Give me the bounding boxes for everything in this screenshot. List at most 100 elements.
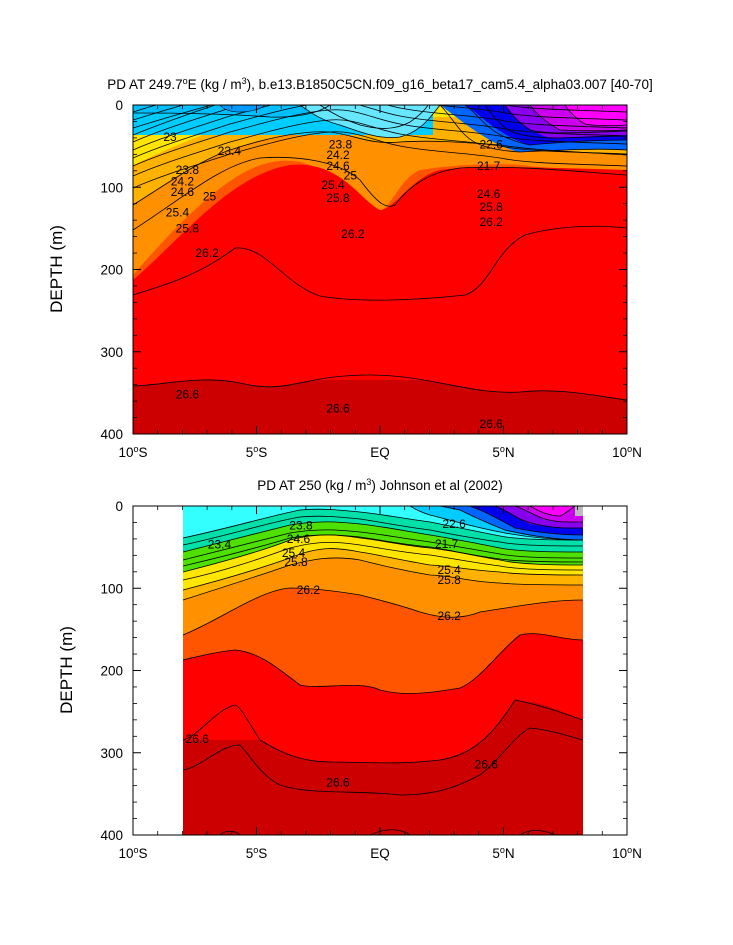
contour-label: 25.4	[437, 563, 461, 577]
contour-line	[529, 506, 576, 517]
x-tick-labels-observed: 10oS 5oS EQ 5oN 10oN	[118, 845, 641, 861]
y-tick-label: 200	[100, 664, 123, 679]
contour-line	[182, 699, 584, 764]
contour-line	[409, 506, 584, 541]
contour-line	[133, 105, 627, 151]
x-tick-label: 5oS	[246, 444, 268, 460]
contour-label: 25.4	[282, 546, 306, 560]
x-tick-label: EQ	[370, 445, 390, 460]
band-red-mid	[133, 164, 627, 300]
contour-line	[133, 105, 331, 118]
contour-line	[133, 105, 627, 136]
contour-line	[182, 529, 584, 561]
contour-label: 23.4	[208, 538, 232, 552]
contour-line	[504, 105, 627, 134]
plot-area-observed	[182, 506, 584, 835]
contour-label: 22.6	[442, 517, 466, 531]
contour-line	[133, 156, 627, 231]
contour-label: 25.8	[437, 573, 461, 587]
band-grey	[575, 506, 583, 516]
ticks-model	[132, 104, 628, 435]
band-cyan	[133, 31, 627, 105]
contour-label: 25	[203, 189, 217, 203]
panel-model: PD AT 249.7oE (kg / m3), b.e13.B1850C5CN…	[47, 31, 653, 460]
plot-area-model	[133, 31, 627, 434]
contour-label: 24.6	[171, 185, 195, 199]
contour-line	[494, 506, 583, 529]
y-tick-labels-observed: 0 100 200 300 400	[100, 499, 123, 843]
contour-label: 26.6	[186, 732, 210, 746]
y-tick-label: 0	[115, 499, 123, 514]
contour-label: 26.6	[176, 388, 200, 402]
band-orange	[133, 105, 627, 275]
title-model: PD AT 249.7oE (kg / m3), b.e13.B1850C5CN…	[107, 76, 652, 92]
blue-blob	[219, 105, 266, 113]
contour-line	[464, 105, 627, 146]
ticks-observed	[132, 505, 628, 836]
contour-line	[519, 830, 556, 835]
ylabel-model: DEPTH (m)	[47, 225, 66, 313]
contour-lines-observed	[182, 506, 584, 835]
y-tick-label: 0	[115, 98, 123, 113]
contour-label: 26.6	[479, 417, 503, 431]
x-tick-label: 5oN	[492, 444, 514, 460]
contour-line	[182, 727, 584, 796]
contour-label: 26.2	[437, 609, 461, 623]
band-pink	[530, 506, 575, 516]
contour-line	[469, 506, 584, 536]
y-tick-labels-model: 0 100 200 300 400	[100, 98, 123, 442]
contour-label: 26.6	[326, 402, 350, 416]
contour-label: 23	[163, 130, 177, 144]
x-tick-label: 5oS	[246, 845, 268, 861]
contour-line	[182, 534, 584, 567]
x-tick-label: 10oN	[612, 845, 642, 861]
contour-line	[133, 105, 627, 143]
contour-label: 22.6	[479, 137, 503, 151]
contour-label: 23.8	[289, 519, 313, 533]
contour-label: 24.6	[477, 187, 501, 201]
contour-line	[133, 374, 627, 401]
contour-line	[182, 587, 584, 636]
contour-line	[182, 515, 584, 547]
contour-line	[133, 131, 627, 189]
contour-line	[219, 830, 241, 835]
y-tick-label: 400	[100, 828, 123, 843]
contour-line	[182, 548, 584, 591]
contour-label: 26.2	[479, 215, 503, 229]
band-red-core	[183, 633, 583, 763]
contour-label: 24.2	[171, 174, 195, 188]
contour-label: 26.2	[297, 583, 321, 597]
contour-label: 25.4	[166, 206, 190, 220]
contour-line	[529, 105, 627, 132]
contour-line	[514, 506, 583, 523]
x-tick-label: 5oN	[492, 845, 514, 861]
contour-label: 25	[344, 169, 358, 183]
contour-line	[133, 109, 627, 167]
contour-label: 24.2	[326, 148, 350, 162]
contour-line	[182, 534, 584, 573]
band-light-cyan	[300, 105, 440, 138]
contour-label: 26.6	[326, 775, 350, 789]
contour-label: 25.8	[326, 191, 350, 205]
title-observed: PD AT 250 (kg / m3) Johnson et al (2002)	[257, 477, 502, 493]
contour-label: 26.2	[195, 246, 219, 260]
x-tick-labels-model: 10oS 5oS EQ 5oN 10oN	[118, 444, 641, 460]
contour-line	[133, 119, 627, 177]
y-tick-label: 100	[100, 180, 123, 195]
contour-label: 26.2	[341, 227, 365, 241]
y-tick-label: 300	[100, 746, 123, 761]
x-tick-label: 10oN	[612, 444, 642, 460]
contour-label: 25.8	[479, 200, 503, 214]
contour-label: 26.6	[475, 757, 499, 771]
contour-lines-model	[133, 105, 627, 401]
ylabel-observed: DEPTH (m)	[57, 626, 76, 714]
x-tick-label: EQ	[370, 846, 390, 861]
contour-label: 24.6	[287, 532, 311, 546]
contour-label: 25.4	[321, 178, 345, 192]
contour-label: 23.4	[218, 144, 242, 158]
contour-line	[133, 131, 627, 206]
contour-labels-observed: 23.423.824.625.425.826.222.621.725.425.8…	[186, 517, 499, 789]
contour-line	[133, 105, 627, 159]
